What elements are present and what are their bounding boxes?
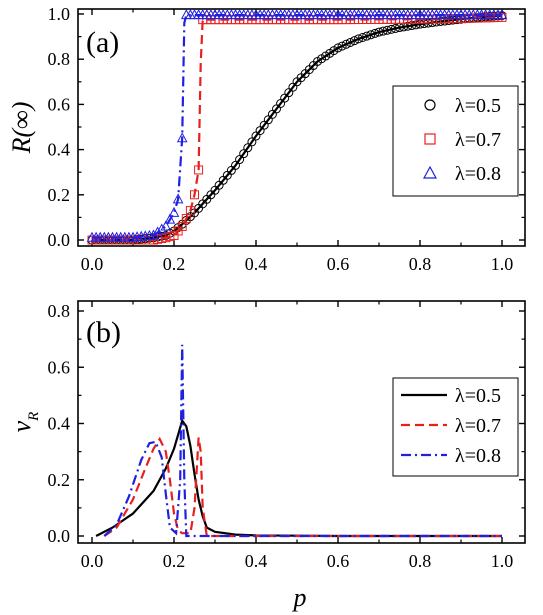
panel-label: (b) (86, 316, 121, 349)
legend-label: λ=0.8 (455, 163, 501, 185)
data-point (176, 132, 188, 143)
data-point (341, 39, 351, 49)
x-tick-label: 0.8 (409, 551, 432, 571)
legend-marker (422, 165, 438, 179)
legend-label: λ=0.7 (455, 415, 501, 437)
x-tick-label: 0.2 (163, 254, 186, 274)
series-2 (103, 436, 502, 538)
legend: λ=0.5 λ=0.7 λ=0.8 (392, 85, 519, 197)
y-tick-label: 0.8 (48, 301, 71, 321)
data-point (152, 226, 163, 237)
data-point (382, 25, 392, 35)
y-tick-label: 0.0 (48, 230, 71, 250)
y-tick-label: 0.4 (48, 140, 71, 160)
legend-marker (424, 99, 436, 111)
data-point (370, 28, 380, 38)
series-line (103, 344, 502, 538)
legend-marker (424, 133, 436, 145)
y-tick-label: 0.6 (48, 357, 71, 377)
y-tick-label: 1.0 (48, 4, 71, 24)
data-point (337, 41, 347, 51)
data-point (247, 137, 257, 147)
data-point (168, 206, 180, 217)
y-axis-subscript: R (26, 412, 42, 422)
data-point (156, 223, 168, 234)
data-point (358, 33, 368, 43)
x-axis-title: p (292, 583, 307, 612)
x-tick-label: 0.0 (81, 551, 104, 571)
plot-frame (77, 300, 526, 544)
data-point (164, 213, 176, 224)
data-point (378, 26, 388, 36)
data-point (160, 220, 172, 231)
y-tick-label: 0.2 (48, 185, 71, 205)
data-point (362, 31, 372, 41)
data-point (194, 165, 204, 175)
data-point (354, 34, 363, 44)
data-point (374, 27, 384, 37)
x-tick-label: 0.2 (163, 551, 186, 571)
y-tick-label: 0.2 (48, 470, 71, 490)
data-point (235, 155, 245, 165)
series-3 (86, 9, 508, 242)
data-point (345, 37, 355, 47)
x-tick-label: 0.0 (81, 254, 104, 274)
y-tick-label: 0.8 (48, 49, 71, 69)
series-line (92, 16, 503, 242)
series-3 (103, 344, 502, 538)
x-tick-label: 0.8 (409, 254, 432, 274)
legend-label: λ=0.8 (455, 445, 501, 467)
legend-label: λ=0.5 (455, 95, 501, 117)
data-point (172, 193, 184, 204)
legend: λ=0.5 λ=0.7 λ=0.8 (392, 377, 519, 477)
legend-label: λ=0.5 (455, 385, 501, 407)
data-point (366, 30, 376, 40)
data-point (386, 24, 396, 34)
x-tick-label: 0.4 (245, 551, 268, 571)
data-point (239, 149, 249, 159)
data-point (243, 143, 253, 153)
data-point (231, 160, 240, 170)
data-point (349, 36, 359, 46)
data-point (190, 190, 199, 200)
legend-box (392, 85, 519, 197)
panel-b: 0.0 0.2 0.4 0.6 0.8 1.0 0.0 0.2 0.4 0.6 0.8 (b) vR λ=… (7, 300, 526, 571)
x-tick-label: 1.0 (491, 551, 514, 571)
series-line (103, 436, 502, 538)
data-point (185, 206, 195, 216)
legend-label: λ=0.7 (455, 129, 501, 151)
x-tick-label: 0.4 (245, 254, 268, 274)
panel-a: 0.0 0.2 0.4 0.6 0.8 1.0 0.0 0.2 0.4 0.6 0.8 1.0 (a) R… (7, 4, 526, 274)
y-axis-title: vR (7, 412, 42, 433)
y-tick-label: 0.6 (48, 94, 71, 114)
data-point (148, 229, 159, 240)
y-tick-label: 0.4 (48, 414, 71, 434)
y-tick-label: 0.0 (48, 526, 71, 546)
x-tick-label: 1.0 (491, 254, 514, 274)
x-tick-label: 0.6 (327, 254, 350, 274)
data-point (496, 9, 508, 20)
series-line (92, 14, 503, 242)
x-tick-label: 0.6 (327, 551, 350, 571)
y-axis-title: R(∞) (7, 102, 36, 155)
panel-label: (a) (86, 26, 119, 59)
data-point (333, 43, 343, 53)
